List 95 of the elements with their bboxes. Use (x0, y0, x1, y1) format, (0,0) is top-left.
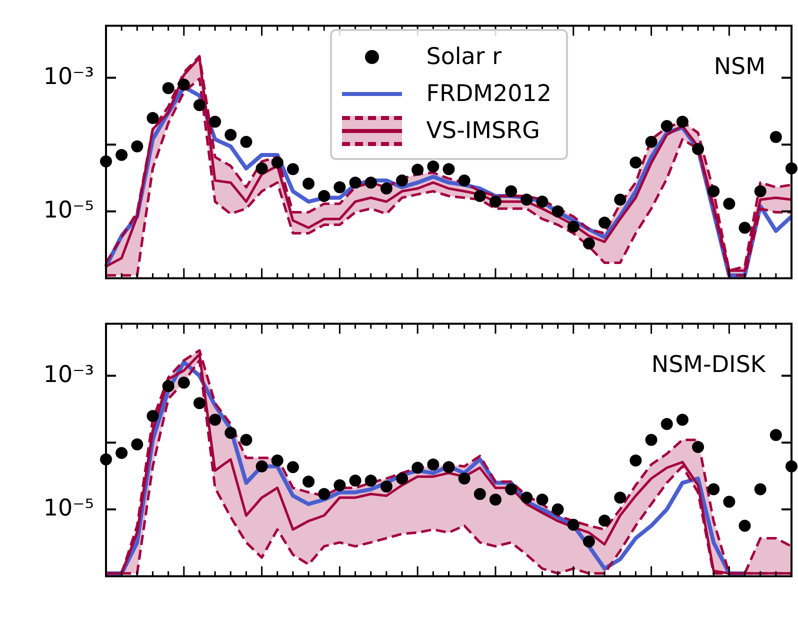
point (396, 472, 408, 485)
point (349, 176, 362, 189)
point (645, 434, 658, 446)
point (754, 483, 766, 496)
point (552, 503, 564, 516)
point (442, 163, 455, 176)
point (116, 148, 128, 161)
point (738, 222, 751, 234)
point (302, 476, 315, 488)
point (567, 220, 580, 233)
point (770, 130, 782, 143)
point (256, 162, 268, 174)
point (505, 483, 518, 496)
point (224, 128, 237, 141)
y-tick-label: 10⁻⁵ (43, 495, 94, 522)
point (131, 140, 144, 152)
point (193, 397, 206, 410)
point (131, 438, 144, 450)
point (364, 474, 377, 487)
point (660, 120, 673, 132)
point (318, 190, 330, 202)
y-tick-label: 10⁻⁵ (43, 197, 94, 224)
point (427, 458, 440, 470)
point (770, 428, 782, 441)
y-tick-label: 10⁻³ (43, 64, 94, 90)
point (660, 418, 673, 430)
legend-label: VS-IMSRG (426, 118, 540, 144)
point (116, 446, 128, 459)
point (614, 194, 626, 206)
point (489, 494, 502, 506)
point (738, 520, 751, 532)
point (552, 205, 564, 218)
point (442, 461, 455, 474)
point (708, 483, 720, 496)
point (489, 196, 502, 208)
point (349, 474, 362, 487)
point (754, 185, 766, 198)
point (536, 494, 548, 506)
point (645, 136, 658, 148)
point (240, 136, 252, 148)
point (364, 176, 377, 189)
point (474, 488, 486, 500)
point (676, 116, 688, 128)
point (334, 181, 346, 194)
point (692, 440, 704, 453)
point (708, 185, 720, 198)
point (598, 514, 611, 527)
point (286, 163, 299, 176)
point (427, 160, 440, 172)
point (162, 82, 174, 94)
point (256, 460, 268, 472)
point (582, 536, 595, 548)
text: NSM-DISK (651, 352, 766, 378)
point (162, 380, 174, 392)
point (474, 190, 486, 202)
point (209, 414, 222, 426)
point (240, 434, 252, 446)
point (630, 156, 642, 168)
point (582, 238, 595, 250)
point (193, 99, 206, 112)
point (302, 178, 315, 190)
point (412, 462, 424, 474)
y-tick-label: 10⁻³ (43, 362, 94, 388)
point (614, 492, 626, 504)
point (318, 488, 330, 500)
point (458, 174, 470, 187)
point (334, 479, 346, 492)
point (209, 116, 222, 128)
text: NSM (714, 54, 766, 80)
point (271, 454, 284, 466)
point (458, 472, 470, 485)
point (286, 461, 299, 474)
point (146, 410, 159, 422)
point (146, 112, 159, 124)
point (178, 376, 190, 389)
point (520, 194, 533, 206)
point (630, 454, 642, 466)
point (224, 426, 237, 439)
point (723, 496, 736, 508)
legend-label: FRDM2012 (426, 81, 552, 108)
point (178, 78, 190, 91)
legend-label: Solar r (426, 44, 502, 70)
point (520, 492, 533, 504)
point (380, 480, 392, 493)
point (567, 518, 580, 531)
point (676, 414, 688, 426)
point (505, 185, 518, 198)
point (271, 156, 284, 168)
point (396, 174, 408, 187)
point (692, 142, 704, 155)
point (598, 216, 611, 229)
point (536, 196, 548, 208)
point (412, 164, 424, 176)
point (380, 182, 392, 195)
point (723, 198, 736, 210)
